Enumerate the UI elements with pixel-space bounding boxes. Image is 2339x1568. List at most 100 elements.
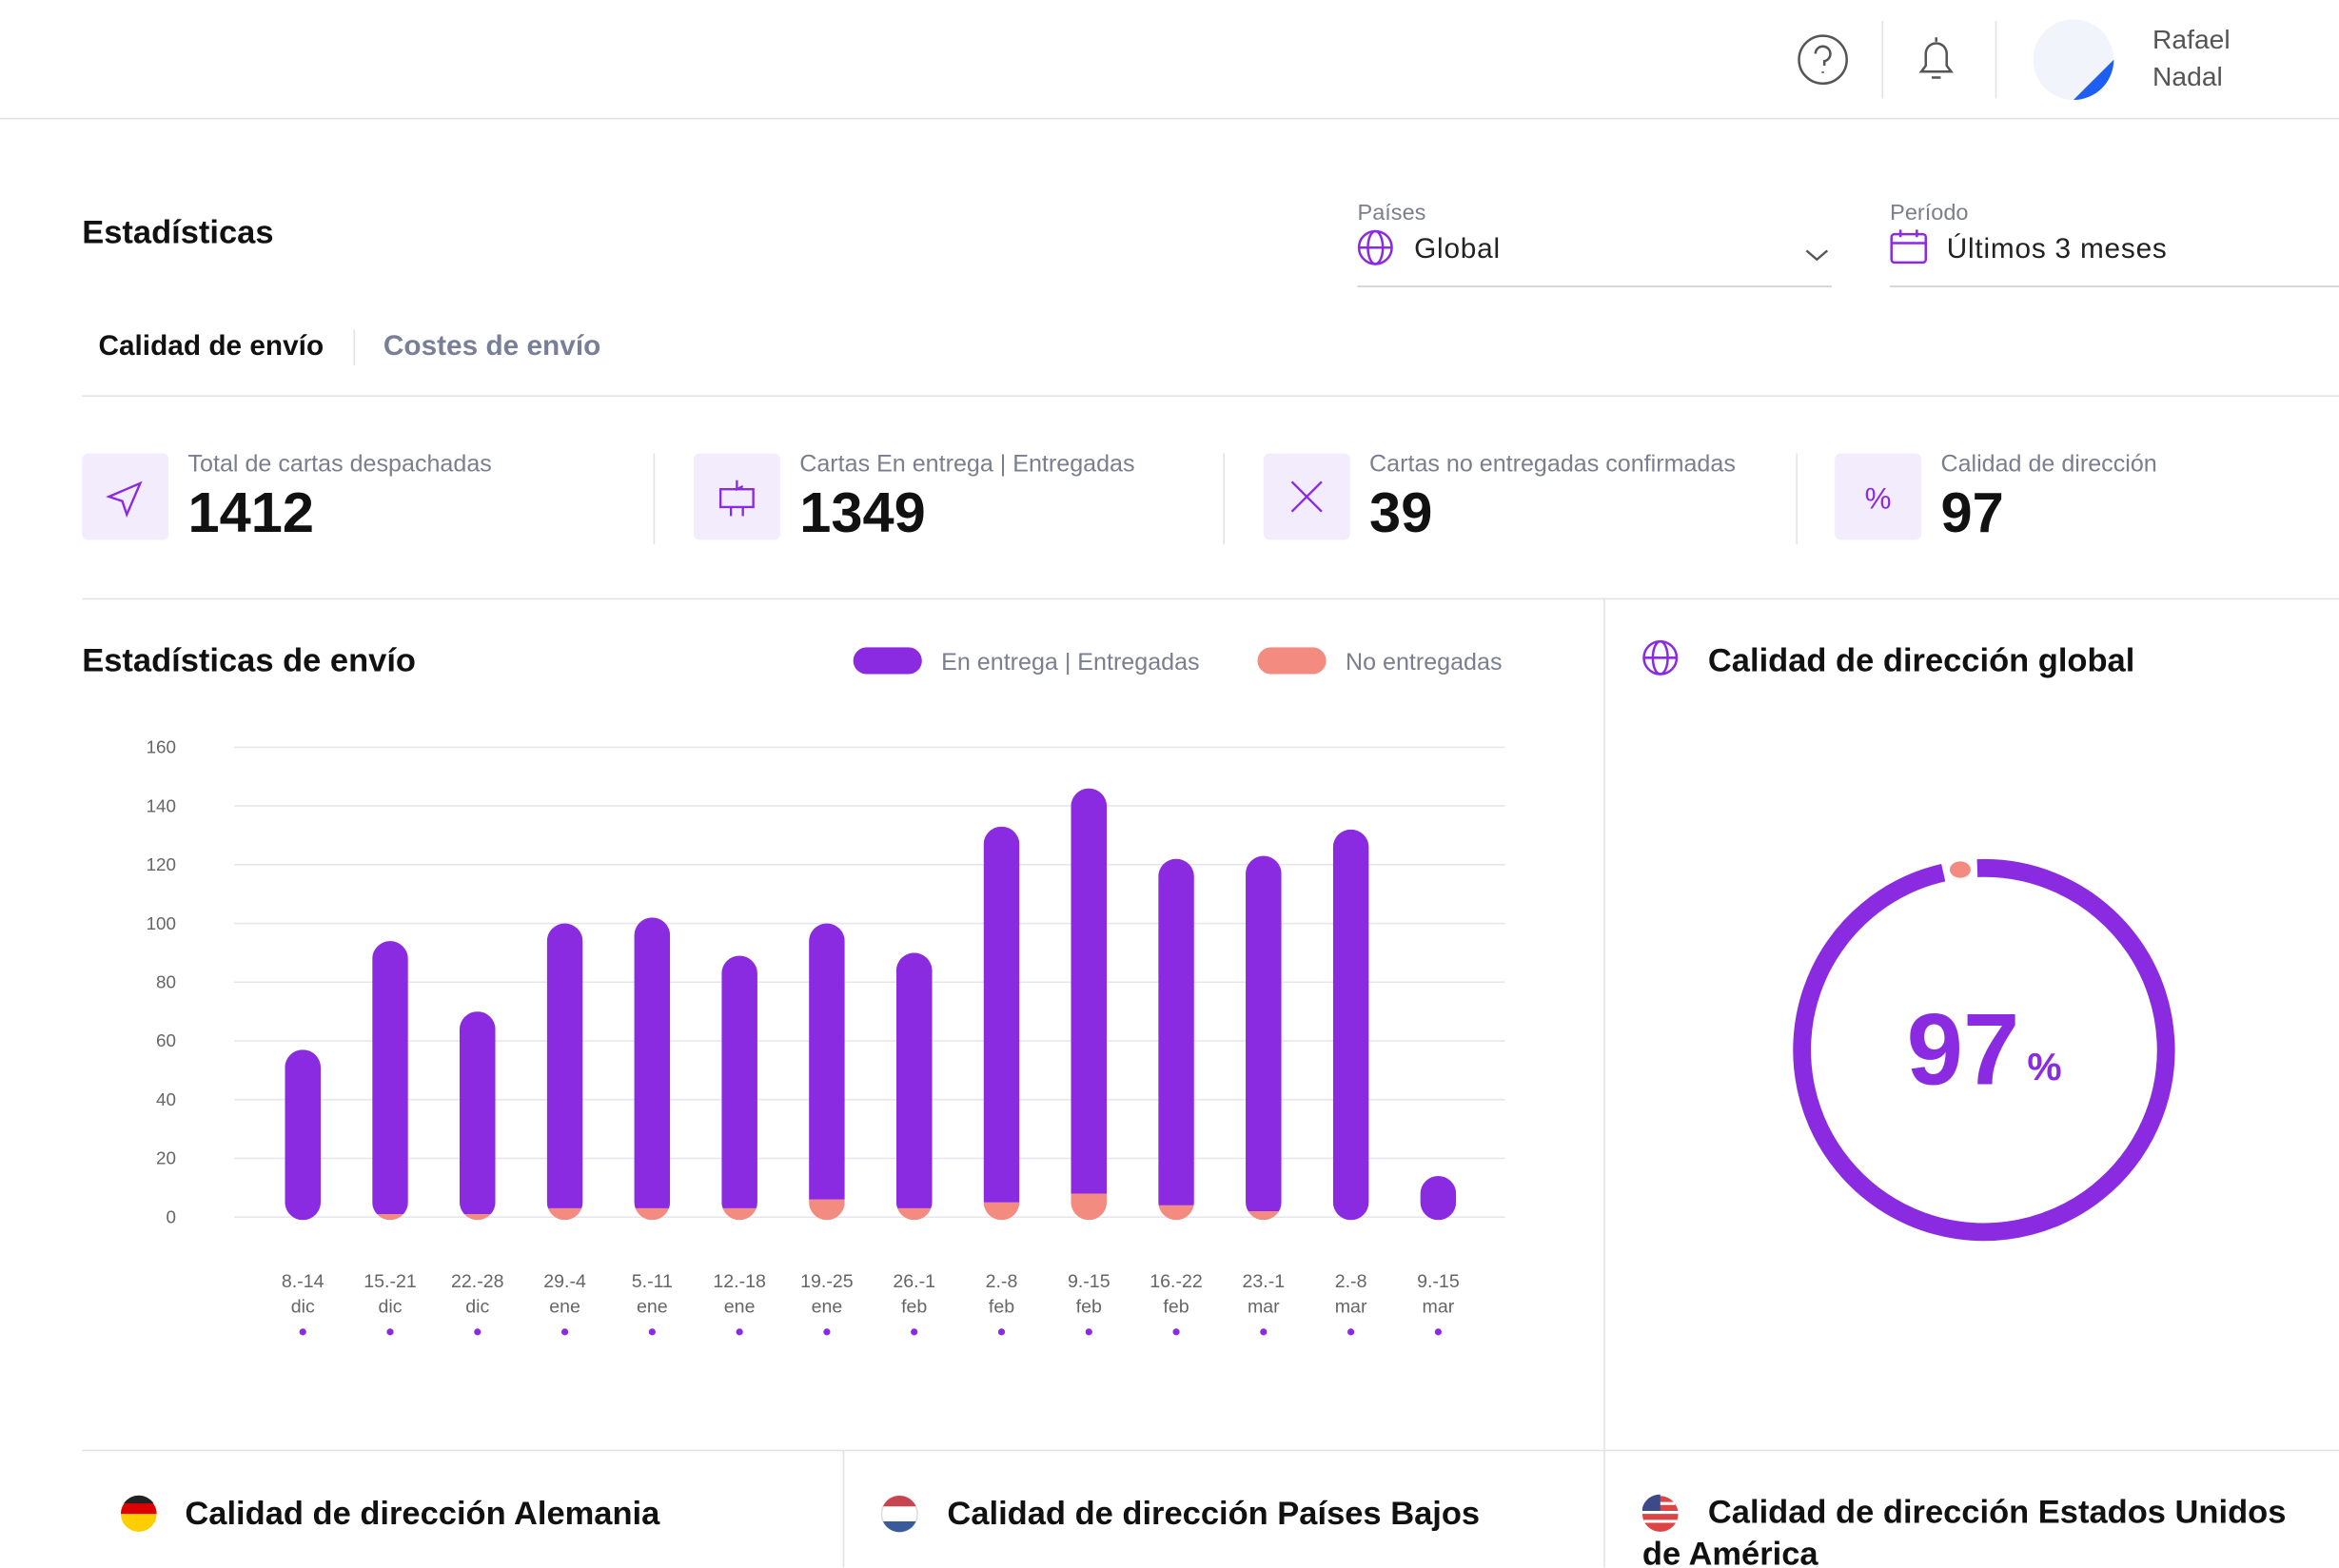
bar-segment: [895, 952, 933, 1208]
bar-segment: [634, 1207, 671, 1221]
x-tick-line: ene: [549, 1296, 580, 1317]
x-tick-line: 15.-21: [364, 1271, 417, 1292]
flags: [120, 1494, 1679, 1533]
kpi-icons: %: [82, 453, 1922, 540]
bar-segment: [1158, 858, 1194, 1205]
divider: [82, 395, 2339, 397]
bar-segment: [809, 1199, 845, 1221]
filter-label: Período: [1890, 200, 1969, 226]
user-first-name[interactable]: Rafael: [2152, 24, 2231, 55]
x-tick-dot: [474, 1328, 482, 1336]
x-tick-line: mar: [1423, 1296, 1455, 1317]
bar-group: [895, 952, 933, 1221]
filter-icons: [1357, 229, 1928, 676]
bar-segment: [372, 941, 408, 1215]
x-tick-label: 15.-21 dic: [364, 1271, 417, 1318]
x-tick-line: 29.-4: [543, 1271, 586, 1292]
kpi-value: 97: [1940, 482, 2004, 545]
separator: [653, 453, 656, 545]
tab-active[interactable]: Calidad de envío: [98, 331, 324, 363]
x-tick-dot: [386, 1328, 394, 1336]
x-tick-line: feb: [901, 1296, 927, 1317]
separator: [1796, 453, 1798, 545]
x-tick-dot: [736, 1328, 743, 1336]
x-tick-dot: [1260, 1328, 1268, 1336]
x-tick-line: 2.-8: [1335, 1271, 1367, 1292]
card-title: Calidad de dirección Alemania: [185, 1494, 660, 1532]
filter-value[interactable]: Global: [1414, 234, 1501, 266]
help-icon[interactable]: [1798, 34, 1848, 86]
x-tick-line: 16.-22: [1150, 1271, 1203, 1292]
kpi-value: 1349: [799, 482, 926, 545]
x-tick-line: mar: [1335, 1296, 1367, 1317]
bar-group: [372, 941, 408, 1221]
y-tick-label: 40: [156, 1089, 176, 1109]
x-tick-line: dic: [378, 1296, 402, 1317]
y-tick-label: 0: [167, 1206, 176, 1226]
avatar[interactable]: [2033, 19, 2114, 101]
divider: [1603, 598, 1605, 1568]
card-title: Calidad de dirección Países Bajos: [947, 1494, 1481, 1532]
bar-segment: [721, 955, 757, 1208]
legend-label: No entregadas: [1346, 649, 1503, 676]
y-tick-label: 80: [156, 972, 176, 992]
bar-group: [546, 923, 583, 1221]
x-tick-line: 8.-14: [282, 1271, 324, 1292]
chart-title: Estadísticas de envío: [82, 641, 416, 679]
gauge-gap-dot: [1949, 861, 1971, 878]
x-tick-dot: [997, 1328, 1006, 1336]
gauge-unit: %: [2027, 1045, 2061, 1088]
separator: [1223, 453, 1226, 545]
bar-segment: [546, 923, 583, 1208]
x-tick-line: mar: [1248, 1296, 1280, 1317]
bar-segment: [895, 1207, 933, 1221]
bar-segment: [546, 1207, 583, 1221]
bar-group: [1332, 829, 1369, 1221]
x-tick-dot: [823, 1328, 831, 1336]
y-tick-label: 160: [147, 737, 176, 757]
x-tick-line: feb: [1163, 1296, 1189, 1317]
bell-icon[interactable]: [1918, 37, 1954, 79]
y-tick-label: 120: [147, 854, 176, 874]
bar-group: [1246, 855, 1282, 1221]
gauge-title: Calidad de dirección global: [1707, 641, 2135, 679]
x-tick-label: 2.-8 feb: [986, 1271, 1018, 1318]
x-tick-label: 26.-1 feb: [893, 1271, 935, 1318]
bar-segment: [634, 917, 671, 1208]
x-tick-line: 2.-8: [986, 1271, 1018, 1292]
bar-segment: [983, 1202, 1020, 1221]
x-tick-line: ene: [637, 1296, 668, 1317]
bar-group: [634, 917, 671, 1221]
filter-value[interactable]: Últimos 3 meses: [1946, 234, 2168, 266]
x-tick-label: 9.-15 feb: [1068, 1271, 1111, 1318]
user-last-name[interactable]: Nadal: [2152, 62, 2223, 92]
x-tick-dot: [1085, 1328, 1092, 1336]
kpi-value: 1412: [187, 482, 315, 545]
bar-segment: [1158, 1205, 1194, 1221]
bar-segment: [1332, 829, 1369, 1221]
kpi-label: Calidad de dirección: [1940, 451, 2157, 478]
gauge-arc: [1793, 858, 2175, 1242]
kpi-label: Cartas no entregadas confirmadas: [1369, 451, 1736, 478]
legend-label: En entrega | Entregadas: [941, 649, 1199, 676]
x-tick-label: 16.-22 feb: [1150, 1271, 1203, 1318]
legend-swatch: [1257, 647, 1327, 675]
tab-separator: [353, 329, 356, 366]
x-tick-label: 19.-25 ene: [800, 1271, 854, 1318]
bar-segment: [809, 923, 845, 1200]
y-tick-label: 100: [147, 913, 176, 933]
chevron[interactable]: [1805, 249, 1829, 262]
tab[interactable]: Costes de envío: [383, 331, 601, 363]
bar-segment: [1071, 1193, 1108, 1221]
bar-group: [285, 1049, 322, 1221]
x-tick-line: 12.-18: [713, 1271, 766, 1292]
x-tick-dot: [1172, 1328, 1180, 1336]
bar-segment: [1246, 1210, 1282, 1221]
x-tick-label: 29.-4 ene: [543, 1271, 586, 1318]
divider: [82, 1449, 2339, 1452]
x-tick-line: dic: [291, 1296, 315, 1317]
x-tick-line: feb: [1076, 1296, 1102, 1317]
x-tick-dot: [299, 1328, 306, 1336]
